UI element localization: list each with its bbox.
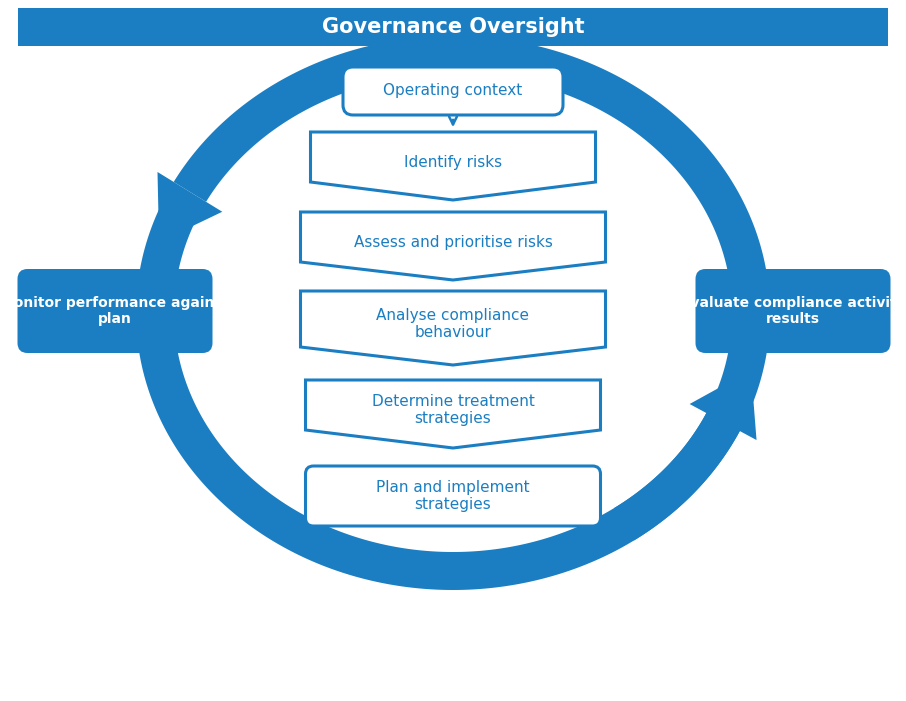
- Text: Evaluate compliance activity
results: Evaluate compliance activity results: [680, 296, 905, 326]
- Polygon shape: [689, 370, 757, 440]
- Text: Monitor performance against
plan: Monitor performance against plan: [0, 296, 229, 326]
- FancyBboxPatch shape: [696, 269, 891, 353]
- FancyBboxPatch shape: [18, 8, 888, 46]
- Polygon shape: [311, 132, 595, 200]
- Polygon shape: [305, 380, 601, 448]
- FancyBboxPatch shape: [17, 269, 213, 353]
- Text: Determine treatment
strategies: Determine treatment strategies: [371, 394, 535, 426]
- Text: Plan and implement
strategies: Plan and implement strategies: [376, 479, 530, 512]
- Text: Assess and prioritise risks: Assess and prioritise risks: [353, 235, 553, 250]
- Text: Operating context: Operating context: [383, 83, 523, 99]
- Polygon shape: [301, 212, 605, 280]
- Polygon shape: [301, 291, 605, 365]
- Polygon shape: [158, 172, 222, 242]
- FancyBboxPatch shape: [343, 67, 563, 115]
- Text: Governance Oversight: Governance Oversight: [322, 17, 584, 37]
- Text: Analyse compliance
behaviour: Analyse compliance behaviour: [377, 308, 529, 340]
- Polygon shape: [174, 36, 770, 540]
- Text: Identify risks: Identify risks: [404, 154, 502, 170]
- FancyBboxPatch shape: [305, 466, 601, 526]
- Polygon shape: [136, 195, 740, 590]
